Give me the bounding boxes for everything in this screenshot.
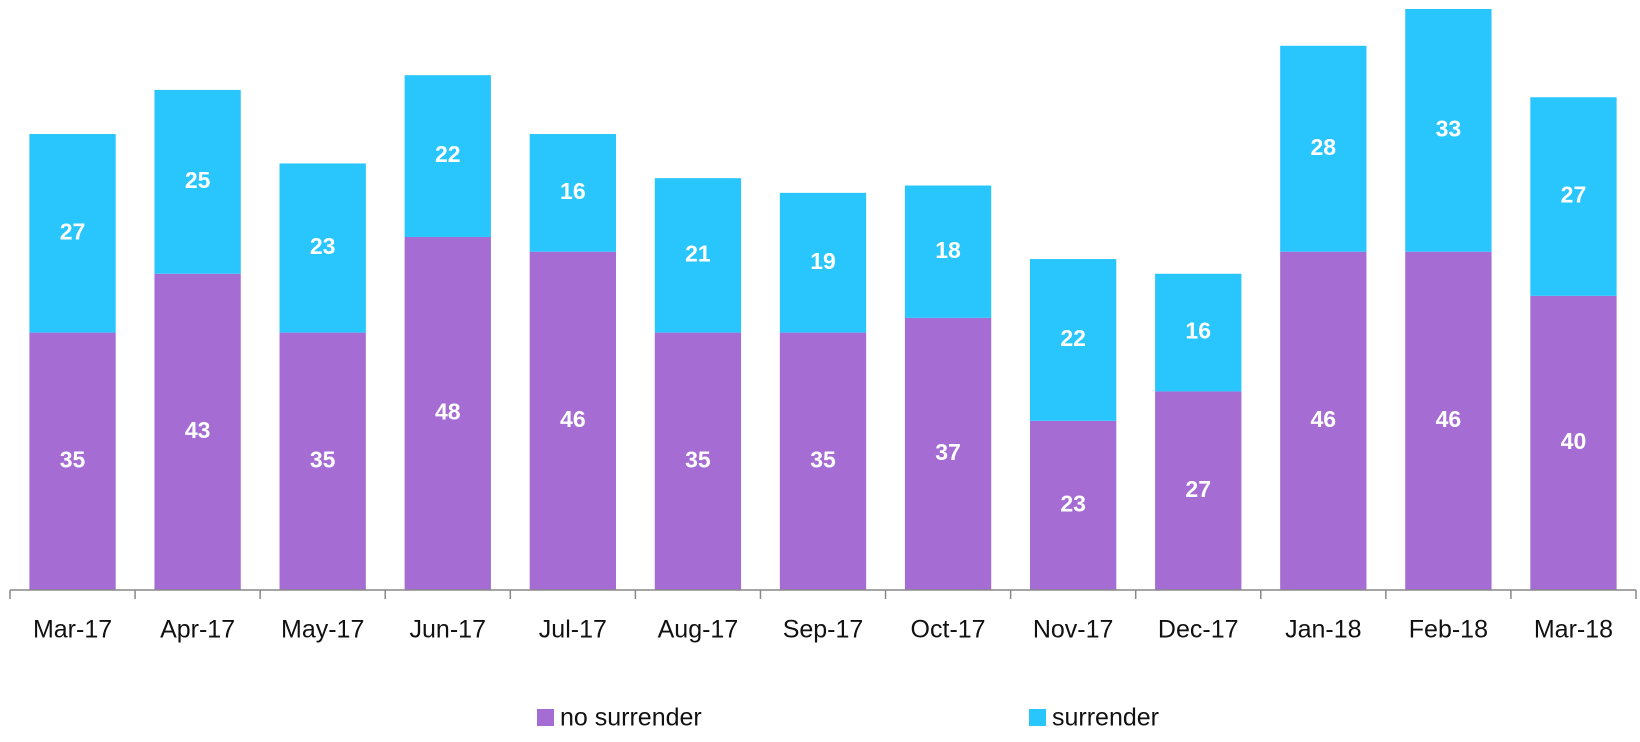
bar-segment (1280, 251, 1367, 590)
data-label: 25 (185, 167, 211, 193)
bar-segment (404, 236, 491, 590)
bar-segment (654, 332, 742, 590)
data-label: 28 (1311, 134, 1337, 160)
data-label: 19 (810, 248, 836, 274)
data-label: 27 (1185, 476, 1211, 502)
bar-segment (779, 192, 867, 333)
bar-segment (279, 332, 366, 590)
bar-segment (154, 89, 241, 274)
x-tick-label: Aug-17 (658, 616, 739, 644)
data-label: 35 (60, 446, 86, 472)
legend-label: surrender (1052, 704, 1159, 732)
x-tick-label: Jun-17 (410, 616, 486, 644)
data-label: 35 (310, 446, 336, 472)
bar-segment (654, 178, 742, 333)
data-label: 46 (1436, 406, 1462, 432)
bar-segment (279, 163, 366, 333)
bar-segment (1155, 273, 1242, 392)
x-tick-label: Dec-17 (1158, 616, 1239, 644)
bar-segment (529, 134, 616, 252)
x-tick-label: Mar-18 (1534, 616, 1613, 644)
x-tick-label: Jul-17 (539, 616, 607, 644)
data-label: 27 (1561, 182, 1587, 208)
bar-segment (154, 273, 241, 590)
legend-label: no surrender (560, 704, 702, 732)
data-label: 18 (935, 237, 961, 263)
data-label: 35 (810, 446, 836, 472)
data-label: 27 (60, 218, 86, 244)
data-label: 46 (1311, 406, 1337, 432)
bar-segment (1405, 251, 1492, 590)
data-label: 22 (1060, 325, 1086, 351)
bar-segment (904, 185, 992, 318)
bar-segment (1030, 259, 1117, 421)
bar-segment (404, 75, 491, 237)
data-label: 21 (685, 240, 711, 266)
data-label: 16 (560, 178, 586, 204)
x-tick-label: May-17 (281, 616, 364, 644)
bar-segment (1405, 9, 1492, 252)
x-tick-label: Oct-17 (911, 616, 986, 644)
x-tick-label: Mar-17 (33, 616, 112, 644)
x-tick-label: Nov-17 (1033, 616, 1114, 644)
bar-segment (1280, 45, 1367, 252)
bar-segment (1530, 97, 1617, 296)
x-tick-label: Jan-18 (1285, 616, 1361, 644)
data-label: 35 (685, 446, 711, 472)
legend-swatch (1029, 709, 1046, 726)
data-label: 43 (185, 417, 211, 443)
bar-segment (529, 251, 616, 590)
data-label: 37 (935, 439, 961, 465)
data-label: 46 (560, 406, 586, 432)
data-label: 16 (1185, 318, 1211, 344)
bar-segment (29, 134, 116, 333)
x-tick-label: Apr-17 (160, 616, 235, 644)
x-tick-label: Sep-17 (783, 616, 864, 644)
bar-segment (779, 332, 867, 590)
legend-swatch (537, 709, 554, 726)
x-tick-label: Feb-18 (1409, 616, 1488, 644)
bar-segment (1030, 420, 1117, 590)
data-label: 33 (1436, 115, 1462, 141)
data-label: 40 (1561, 428, 1587, 454)
data-label: 23 (1060, 491, 1086, 517)
bar-segment (1155, 391, 1242, 590)
bar-segment (29, 332, 116, 590)
data-label: 23 (310, 233, 336, 259)
data-label: 48 (435, 399, 461, 425)
bar-segment (1530, 295, 1617, 590)
data-label: 22 (435, 141, 461, 167)
bar-segment (904, 317, 992, 590)
